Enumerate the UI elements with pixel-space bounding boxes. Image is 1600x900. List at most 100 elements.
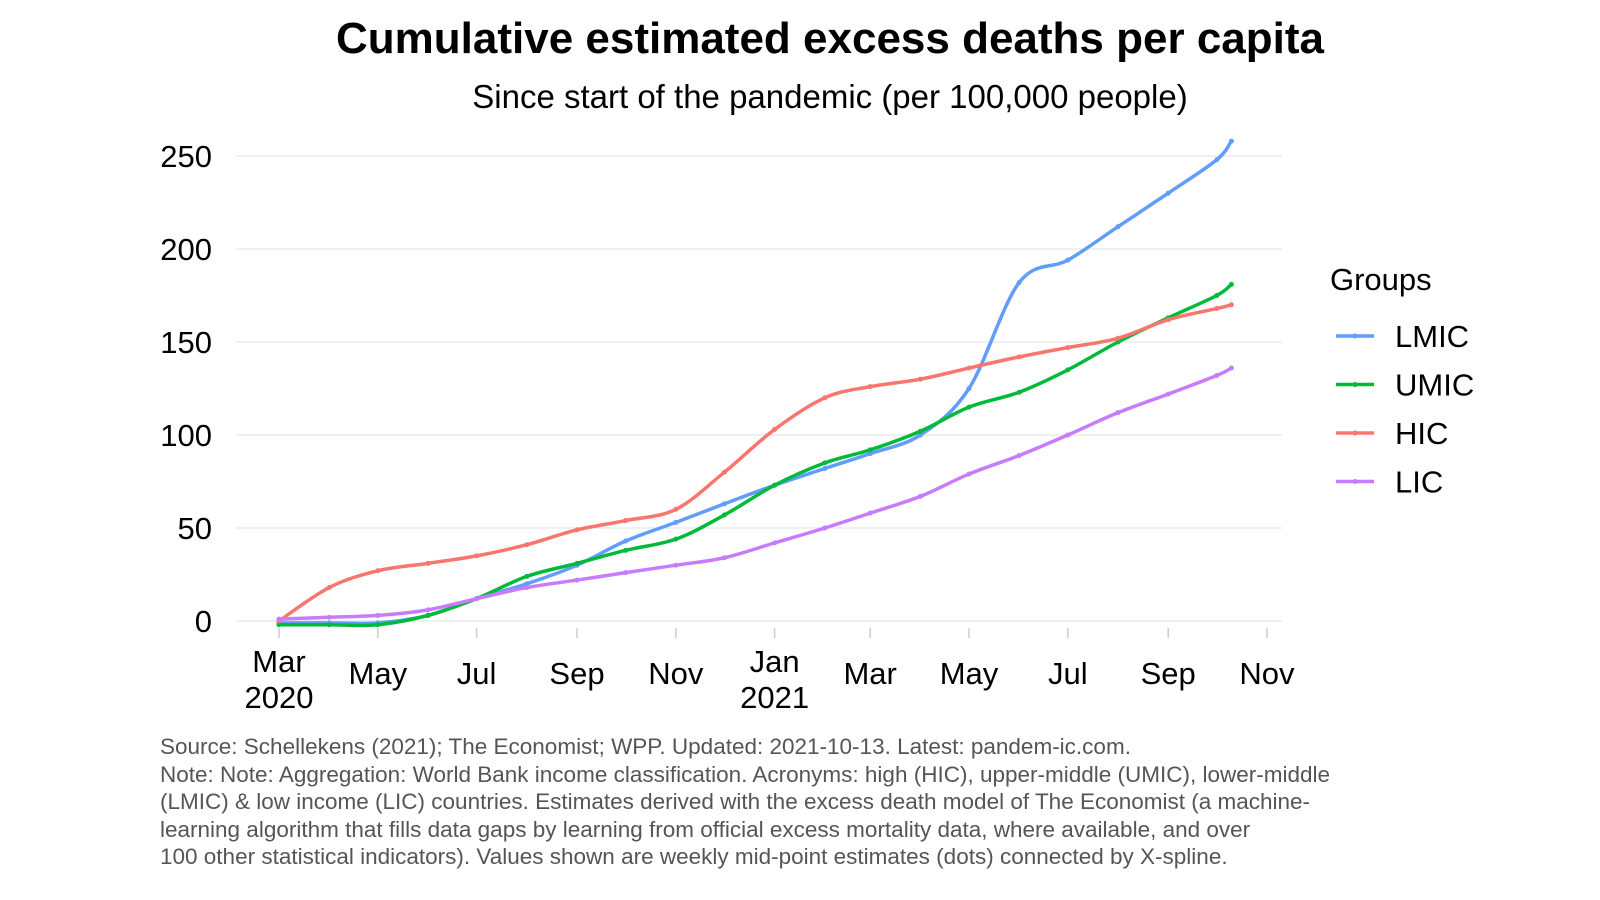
data-point-hic xyxy=(1228,302,1234,308)
chart-title: Cumulative estimated excess deaths per c… xyxy=(336,14,1324,63)
data-point-lmic xyxy=(1228,138,1234,144)
x-tick-label: Jul xyxy=(457,656,497,691)
data-point-lic xyxy=(425,607,431,613)
data-point-umic xyxy=(524,573,530,579)
series-line-hic xyxy=(278,303,1232,623)
y-tick-label: 150 xyxy=(160,325,212,360)
data-point-umic xyxy=(623,547,629,553)
legend-label: LMIC xyxy=(1395,319,1469,354)
data-point-lic xyxy=(1115,410,1121,416)
data-point-lic xyxy=(867,510,873,516)
data-point-hic xyxy=(1115,335,1121,341)
legend-label: LIC xyxy=(1395,465,1443,500)
note-line: 100 other statistical indicators). Value… xyxy=(160,844,1228,869)
data-point-lmic xyxy=(673,519,679,525)
data-point-lic xyxy=(474,596,480,602)
x-tick-label: Mar xyxy=(843,656,896,691)
x-tick-label: Sep xyxy=(549,656,604,691)
data-point-lic xyxy=(1165,391,1171,397)
data-point-hic xyxy=(772,426,778,432)
note-line: learning algorithm that fills data gaps … xyxy=(160,816,1251,842)
data-point-umic xyxy=(574,560,580,566)
data-point-lmic xyxy=(1165,190,1171,196)
series-line-umic xyxy=(279,282,1233,628)
data-point-hic xyxy=(375,568,381,574)
data-point-lmic xyxy=(623,538,629,544)
data-point-umic xyxy=(425,612,431,618)
data-point-umic xyxy=(1228,281,1234,287)
data-point-umic xyxy=(966,404,972,410)
legend-label: HIC xyxy=(1395,416,1448,451)
legend-key-dot xyxy=(1352,382,1358,387)
y-tick-label: 200 xyxy=(160,232,212,267)
x-tick-label: Jul xyxy=(1048,656,1088,691)
data-point-umic xyxy=(867,447,873,453)
data-point-umic xyxy=(917,428,923,434)
series-line-lmic xyxy=(279,140,1233,626)
chart-subtitle: Since start of the pandemic (per 100,000… xyxy=(472,78,1188,115)
data-point-lmic xyxy=(867,451,873,457)
data-point-lic xyxy=(326,614,332,620)
data-point-lmic xyxy=(917,432,923,438)
data-point-hic xyxy=(867,384,873,390)
x-tick-label: Nov xyxy=(648,656,704,691)
data-point-lmic xyxy=(822,465,828,471)
legend-key-dot xyxy=(1352,333,1358,339)
data-point-hic xyxy=(474,553,480,559)
data-point-lmic xyxy=(1016,279,1022,285)
data-point-lic xyxy=(524,585,530,591)
data-point-lic xyxy=(375,612,381,618)
data-point-umic xyxy=(772,482,778,488)
source-note: Source: Schellekens (2021); The Economis… xyxy=(160,734,1131,759)
x-tick-label: Jan xyxy=(750,644,800,679)
note-line: Note: Note: Aggregation: World Bank inco… xyxy=(160,761,1331,787)
data-point-hic xyxy=(623,518,629,524)
data-point-umic xyxy=(822,460,828,466)
data-point-umic xyxy=(721,512,727,518)
data-point-hic xyxy=(673,506,679,512)
data-point-lic xyxy=(276,616,282,622)
x-tick-year: 2021 xyxy=(740,680,809,715)
y-tick-label: 100 xyxy=(160,418,212,453)
data-point-hic xyxy=(1065,345,1071,351)
legend-key-dot xyxy=(1352,430,1358,436)
data-point-umic xyxy=(375,622,381,628)
data-point-lic xyxy=(822,525,828,531)
x-tick-year: 2020 xyxy=(245,680,314,715)
legend-label: UMIC xyxy=(1395,368,1474,403)
data-point-hic xyxy=(1165,317,1171,323)
data-point-hic xyxy=(721,469,727,475)
data-point-lic xyxy=(1016,452,1022,458)
data-point-hic xyxy=(326,585,332,591)
data-point-umic xyxy=(1016,389,1022,395)
data-point-lmic xyxy=(721,501,727,507)
data-point-hic xyxy=(425,560,431,566)
x-tick-label: Sep xyxy=(1141,656,1196,691)
data-point-lic xyxy=(623,570,629,576)
data-point-hic xyxy=(1016,354,1022,360)
data-point-umic xyxy=(276,622,282,628)
data-point-umic xyxy=(326,622,332,628)
data-point-lmic xyxy=(1065,257,1071,263)
data-point-hic xyxy=(574,527,580,533)
data-point-umic xyxy=(1065,367,1071,373)
y-tick-label: 0 xyxy=(195,604,212,639)
data-point-lic xyxy=(966,471,972,477)
y-tick-label: 50 xyxy=(178,511,212,546)
data-point-lic xyxy=(1214,372,1220,378)
data-point-hic xyxy=(822,395,828,401)
data-point-lic xyxy=(1065,432,1071,438)
data-point-lmic xyxy=(524,581,530,587)
data-point-lmic xyxy=(966,386,972,391)
data-point-lic xyxy=(721,555,727,561)
x-tick-label: Nov xyxy=(1239,656,1295,691)
legend-key-dot xyxy=(1352,479,1358,484)
data-point-lic xyxy=(917,493,923,499)
x-tick-label: May xyxy=(349,656,408,691)
x-tick-label: May xyxy=(940,656,999,691)
data-point-hic xyxy=(524,542,530,548)
data-point-lic xyxy=(574,577,580,583)
data-point-lmic xyxy=(1214,157,1220,163)
data-point-hic xyxy=(917,376,923,382)
